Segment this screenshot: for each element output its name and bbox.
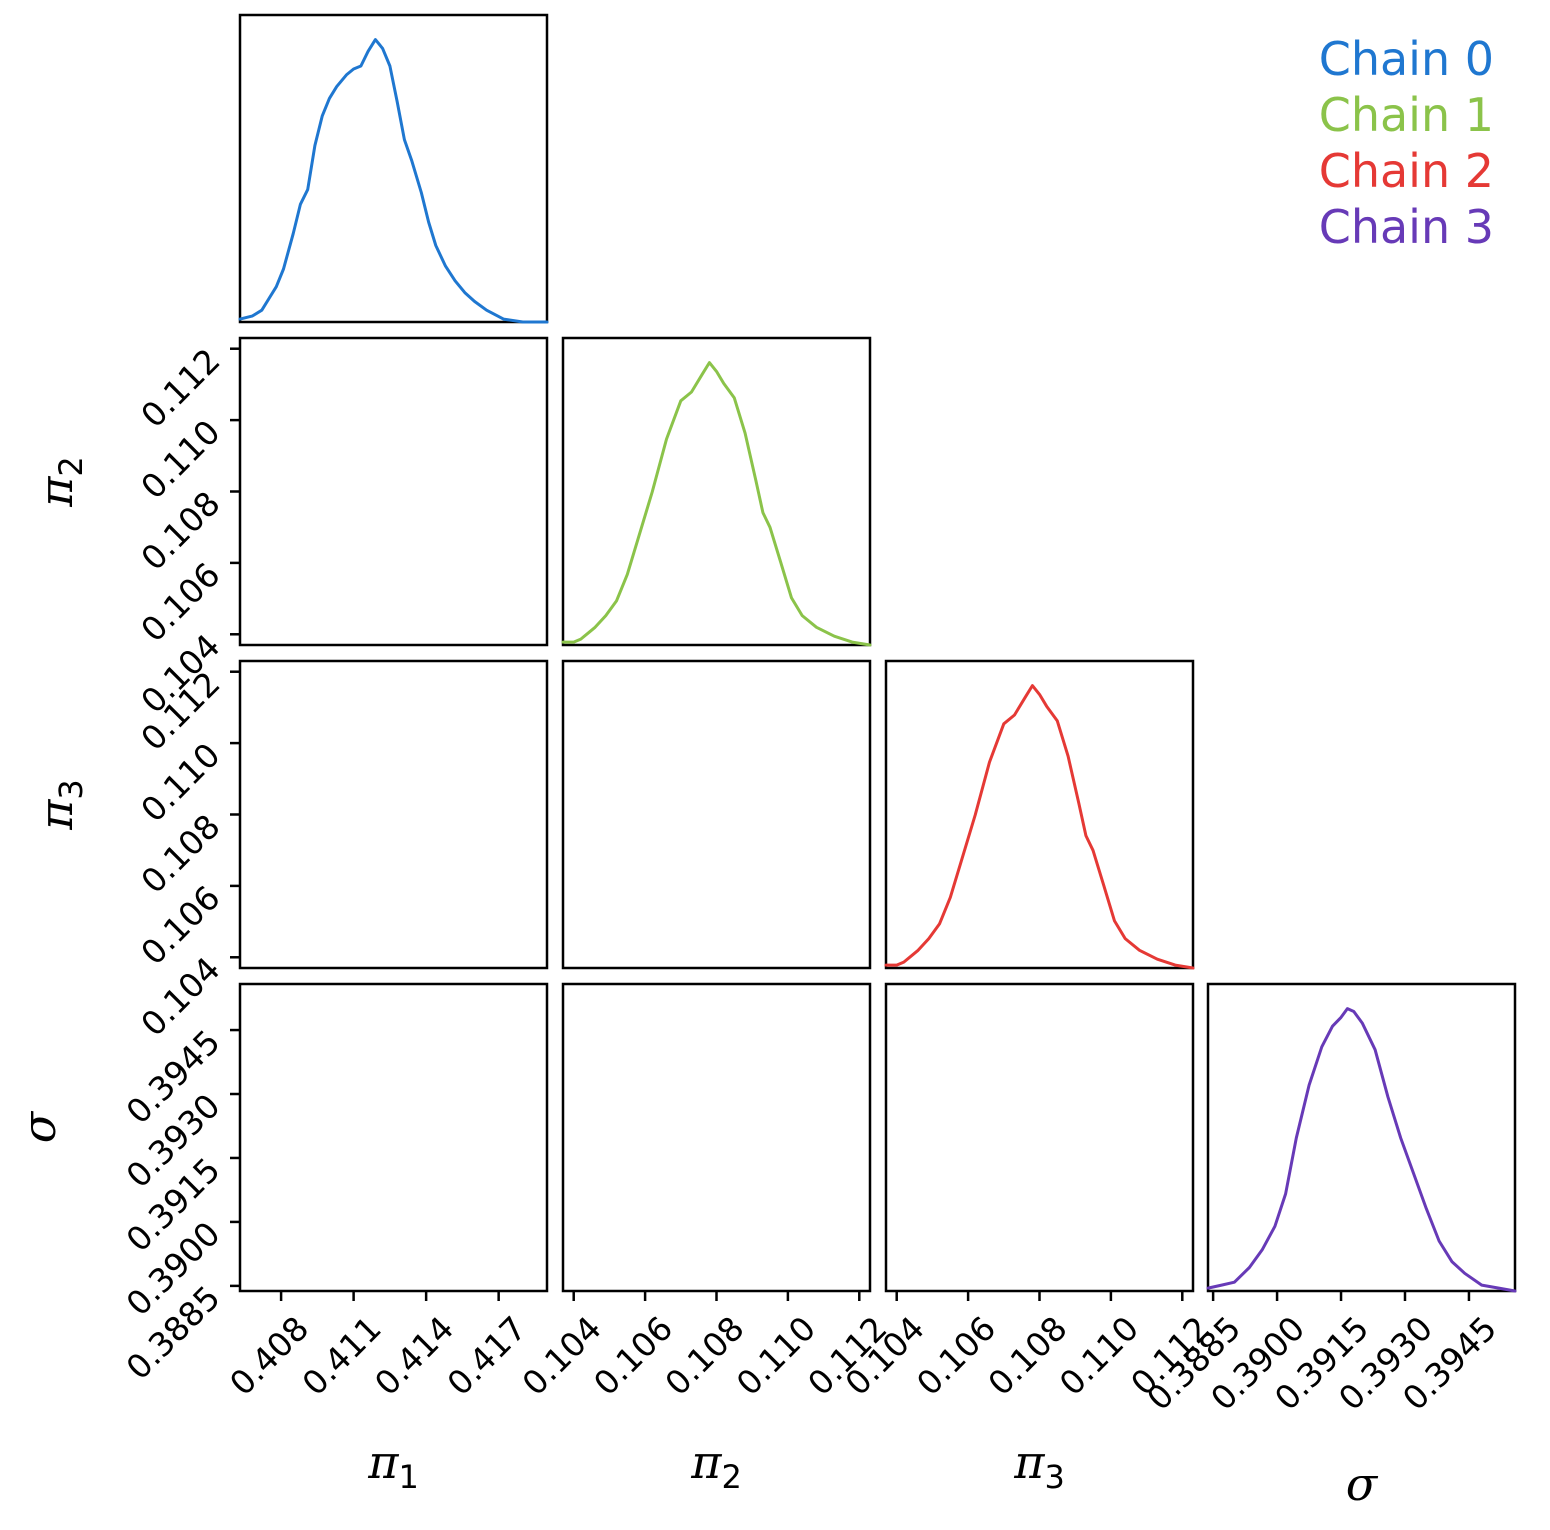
y-axis-label-1: π2 [29,456,90,508]
x-axis-label-2: π3 [1013,1435,1065,1496]
joint-panel-2-1 [561,659,872,970]
joint-panel-1-0 [238,336,549,647]
y-tick-label-2-0: 0.104 [133,949,227,1043]
joint-panel-2-0 [238,659,549,970]
marginal-curves-layer [238,38,1517,1293]
joint-panel-3-1 [561,982,872,1293]
marginal-curve-3 [1206,1007,1517,1293]
x-tick-label-0-3: 0.417 [439,1309,533,1403]
y-tick-label-2-1: 0.106 [133,878,227,972]
axis-labels-layer: π1 π2 π3 σ π2 π3 σ [12,456,1379,1511]
joint-panel-3-2 [884,982,1195,1293]
x-axis-label-3: σ [1346,1457,1379,1511]
y-axis-label-3: σ [12,1110,66,1143]
y-tick-label-2-3: 0.110 [133,735,227,829]
x-tick-label-0-1: 0.411 [294,1309,388,1403]
marginal-curve-1 [561,361,872,647]
x-tick-label-2-1: 0.106 [909,1309,1003,1403]
y-tick-label-1-2: 0.108 [133,484,227,578]
ticks-layer: 0.4080.4110.4140.4170.1040.1060.1080.110… [118,341,1504,1418]
y-tick-label-2-2: 0.108 [133,807,227,901]
legend-entry-2: Chain 2 [1319,144,1494,198]
y-tick-label-1-1: 0.106 [133,555,227,649]
legend-entry-0: Chain 0 [1319,32,1494,86]
marginal-panel-0-0 [238,13,549,324]
marginal-panel-1-1 [561,336,872,647]
y-tick-label-1-4: 0.112 [133,341,227,435]
marginal-panel-3-3 [1206,982,1517,1293]
x-axis-label-1: π2 [690,1435,742,1496]
y-axis-label-2: π3 [29,779,90,831]
x-tick-label-1-0: 0.104 [515,1309,609,1403]
x-tick-label-0-2: 0.414 [367,1309,461,1403]
x-axis-label-0: π1 [367,1435,419,1496]
joint-panel-3-0 [238,982,549,1293]
y-tick-label-1-3: 0.110 [133,412,227,506]
legend-entry-3: Chain 3 [1319,200,1494,254]
x-tick-label-1-1: 0.106 [586,1309,680,1403]
marginal-panel-2-2 [884,659,1195,970]
x-tick-label-2-2: 0.108 [980,1309,1074,1403]
x-tick-label-2-3: 0.110 [1052,1309,1146,1403]
x-tick-label-0-0: 0.408 [222,1309,316,1403]
marginal-curve-2 [884,684,1195,970]
x-tick-label-1-3: 0.110 [729,1309,823,1403]
x-tick-label-1-2: 0.108 [657,1309,751,1403]
legend-entry-1: Chain 1 [1319,88,1494,142]
panels-layer [238,13,1517,1293]
marginal-curve-0 [238,38,549,324]
